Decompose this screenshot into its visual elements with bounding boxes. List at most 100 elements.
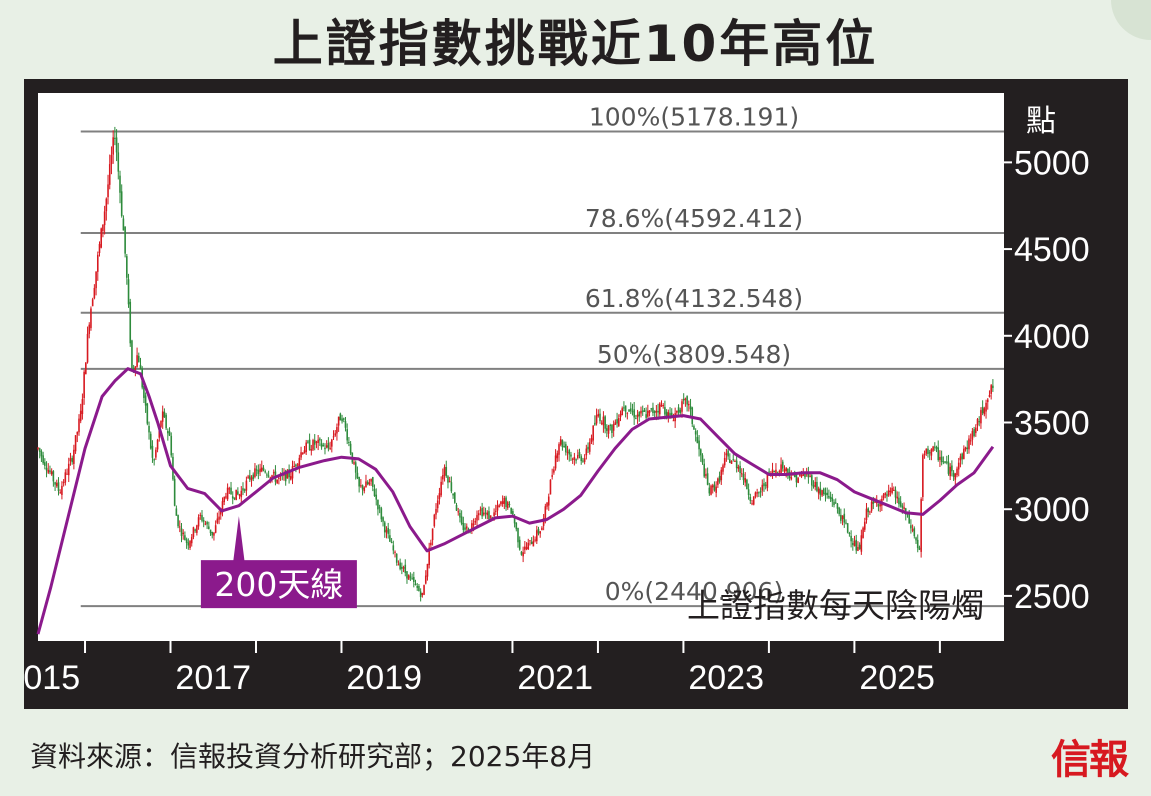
candle-body [843,513,846,523]
candle-body [40,451,43,457]
candle-body [55,482,58,487]
annotation-label: 200天線 [214,565,343,604]
candle-body [404,564,407,573]
candle-body [882,494,885,499]
candle-body [269,477,272,480]
candle-body [940,456,943,463]
candle-body [238,494,241,496]
candle-body [438,493,441,500]
candle-body [397,564,400,566]
candle-body [891,487,893,494]
candle-body [363,487,366,492]
candle-body [975,427,977,434]
candle-body [893,489,895,491]
candle-body [175,508,178,516]
candle-body [190,537,193,544]
candle-body [590,438,593,442]
candle-body [677,407,680,413]
candle-body [925,448,928,454]
candle-body [481,507,483,517]
candle-body [105,198,108,212]
candle-body [208,526,210,530]
candle-body [559,439,562,445]
candle-body [694,431,697,435]
candle-body [375,494,378,500]
candle-body [409,576,412,578]
candle-body [71,457,73,463]
candle-body [349,443,352,454]
candle-body [134,366,137,370]
candle-body [746,479,748,490]
candle-body [619,413,622,418]
candle-body [802,473,805,476]
candle-body [602,416,605,426]
candle-body [160,420,162,427]
fib-label: 61.8%(4132.548) [585,284,803,313]
candle-body [576,455,579,459]
candle-body [54,482,56,485]
candle-body [858,544,861,550]
candle-body [735,460,738,469]
candle-body [81,399,84,415]
candle-body [530,541,533,544]
candle-body [214,525,217,533]
candle-body [542,518,545,526]
candle-body [875,501,878,504]
y-tick-label: 3000 [1014,491,1090,529]
candle-body [103,211,106,226]
candle-body [455,504,458,511]
candle-body [457,511,460,513]
candle-body [983,408,986,415]
candle-body [848,532,851,534]
candle-body [260,467,263,472]
candle-body [795,474,798,483]
candle-body [366,481,369,485]
candle-body [86,333,89,363]
candle-body [884,493,887,495]
candle-body [915,537,917,541]
candle-body [122,218,125,231]
candle-body [944,461,946,463]
candle-body [114,137,116,139]
candle-body [887,490,890,496]
candle-body [834,502,837,504]
candle-body [131,340,133,369]
candle-body [37,447,39,449]
candle-body [759,491,762,493]
candle-body [599,413,601,422]
candle-body [153,459,155,461]
candle-body [918,547,921,550]
candle-body [358,477,360,487]
candle-body [293,465,296,467]
candle-body [44,462,46,466]
candle-body [228,488,231,490]
candle-body [450,482,453,492]
candle-body [257,470,260,474]
candle-body [182,532,184,535]
candle-body [612,424,615,431]
candle-body [377,499,379,510]
candle-body [822,488,825,494]
candle-body [361,485,364,490]
candle-body [146,403,149,424]
candle-body [112,137,114,155]
candle-body [447,476,449,483]
candle-body [276,479,278,484]
candle-body [401,566,403,569]
candle-body [129,301,132,344]
candle-body [740,473,743,475]
candle-body [922,455,924,497]
candle-body [976,419,979,426]
candle-body [705,474,707,476]
candle-body [894,489,897,498]
candle-body [204,523,207,525]
candle-body [59,492,62,494]
candle-body [332,436,335,438]
candle-body [713,484,716,491]
candle-body [698,440,700,450]
y-tick-label: 3500 [1014,404,1090,442]
candle-body [155,449,157,458]
candle-body [218,516,220,520]
candle-body [556,453,559,459]
candle-body [971,430,974,440]
